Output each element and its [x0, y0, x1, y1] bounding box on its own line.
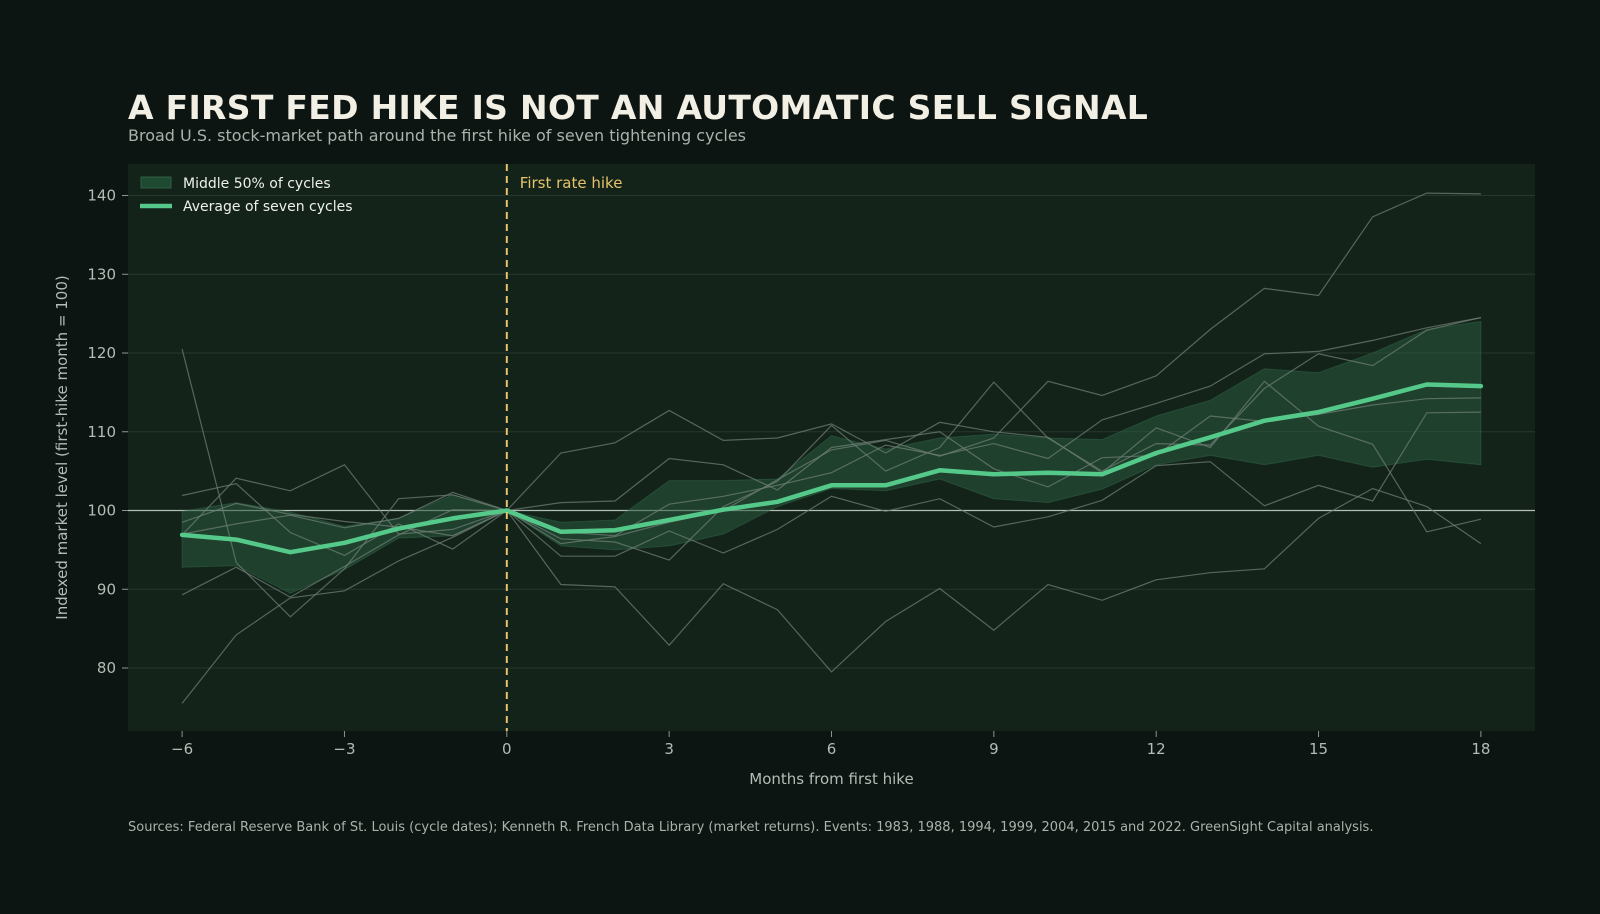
x-tick-label-3: 3 — [664, 740, 674, 758]
x-tick-label-4: 6 — [827, 740, 837, 758]
y-tick-label-90: 90 — [97, 580, 116, 598]
y-tick-label-80: 80 — [97, 659, 116, 677]
average-line — [179, 382, 1484, 555]
cycle-line-6 — [181, 192, 1481, 545]
first-hike-annotation: First rate hike — [520, 174, 623, 192]
x-tick-label-1: −3 — [333, 740, 355, 758]
legend: Middle 50% of cycles Average of seven cy… — [140, 176, 353, 215]
x-tick-label-0: −6 — [171, 740, 193, 758]
x-tick-label-8: 18 — [1471, 740, 1490, 758]
y-tick-label-100: 100 — [87, 502, 116, 520]
x-tick-label-5: 9 — [989, 740, 999, 758]
y-tick-label-120: 120 — [87, 344, 116, 362]
legend-average-label: Average of seven cycles — [183, 199, 353, 215]
y-tick-label-130: 130 — [87, 265, 116, 283]
y-axis-title: Indexed market level (first-hike month =… — [53, 275, 71, 619]
x-tick-label-2: 0 — [502, 740, 512, 758]
chart-title: A FIRST FED HIKE IS NOT AN AUTOMATIC SEL… — [128, 88, 1149, 127]
x-axis: −6 −3 0 3 6 9 12 15 18 — [171, 731, 1490, 758]
middle-50-band — [181, 320, 1482, 594]
x-tick-label-6: 12 — [1147, 740, 1166, 758]
legend-band-swatch — [140, 176, 172, 189]
source-note: Sources: Federal Reserve Bank of St. Lou… — [128, 820, 1374, 835]
x-axis-title: Months from first hike — [749, 770, 913, 788]
band-area — [181, 320, 1482, 594]
y-tick-label-140: 140 — [87, 187, 116, 205]
y-tick-label-110: 110 — [87, 423, 116, 441]
cycle-line-4 — [181, 411, 1481, 598]
cycle-line-1 — [181, 348, 1482, 618]
legend-band-label: Middle 50% of cycles — [183, 176, 331, 192]
cycle-line-5 — [181, 317, 1482, 561]
chart-subtitle: Broad U.S. stock-market path around the … — [128, 126, 746, 145]
cycle-line-2 — [181, 487, 1482, 704]
y-axis: 80 90 100 110 120 130 140 — [87, 187, 128, 677]
average-polyline — [179, 382, 1484, 555]
x-tick-label-7: 15 — [1309, 740, 1328, 758]
